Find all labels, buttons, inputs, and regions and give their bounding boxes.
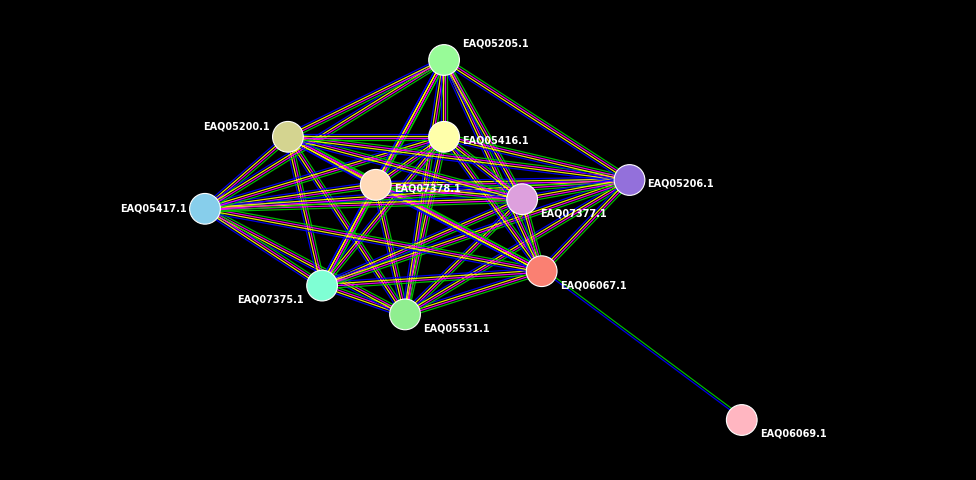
Circle shape [526,256,557,287]
Text: EAQ07378.1: EAQ07378.1 [393,184,461,194]
Text: EAQ05417.1: EAQ05417.1 [120,204,187,214]
Text: EAQ06067.1: EAQ06067.1 [559,280,627,290]
Circle shape [360,169,391,200]
Text: EAQ05206.1: EAQ05206.1 [647,179,714,189]
Circle shape [389,299,421,330]
Text: EAQ07377.1: EAQ07377.1 [540,208,607,218]
Text: EAQ05531.1: EAQ05531.1 [423,324,490,334]
Circle shape [507,184,538,215]
Circle shape [428,45,460,75]
Circle shape [306,270,338,301]
Circle shape [428,121,460,152]
Circle shape [614,165,645,195]
Circle shape [189,193,221,224]
Text: EAQ07375.1: EAQ07375.1 [237,295,305,305]
Text: EAQ05416.1: EAQ05416.1 [462,136,529,146]
Text: EAQ05200.1: EAQ05200.1 [203,122,270,132]
Circle shape [726,405,757,435]
Circle shape [272,121,304,152]
Text: EAQ06069.1: EAQ06069.1 [759,429,827,439]
Text: EAQ05205.1: EAQ05205.1 [462,39,529,49]
